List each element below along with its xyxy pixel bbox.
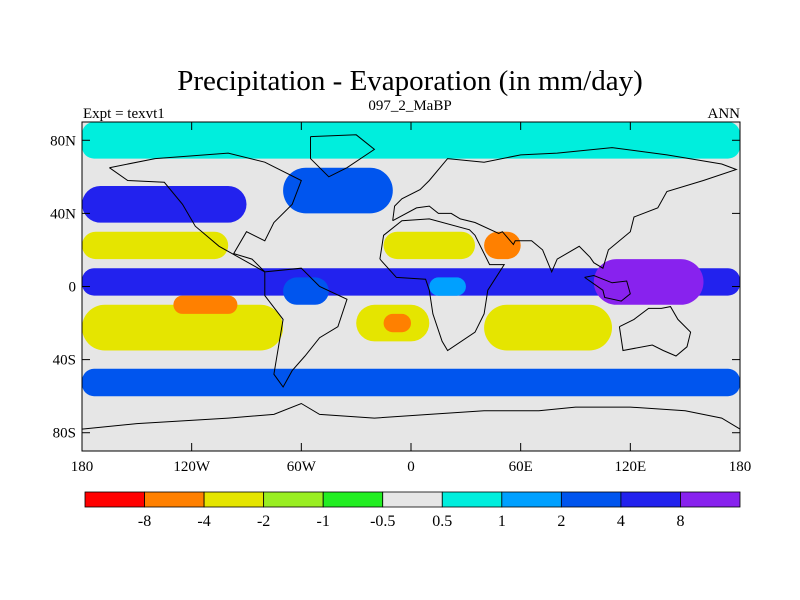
coast-north-america: [109, 152, 302, 273]
y-tick-label: 80N: [50, 133, 76, 149]
coast-australia: [618, 306, 692, 357]
x-tick-label: 0: [407, 459, 415, 475]
coast-south-america: [264, 267, 348, 388]
colorbar-swatch: [263, 491, 324, 508]
x-tick-label: 60W: [287, 459, 317, 475]
chart-subtitle: 097_2_MaBP: [368, 98, 451, 114]
field-region-east-pacific-dry-tongue: [173, 295, 238, 314]
field-region-arctic-ocean: [82, 122, 740, 159]
field-region-south-pacific-subtropics: [82, 304, 284, 351]
x-axis: 180 120W 60W 0 60E 120E 180: [71, 122, 752, 475]
x-tick-label: 120W: [173, 459, 211, 475]
field-region-north-atlantic-storm-track: [283, 167, 393, 214]
colorbar-swatch: [84, 491, 145, 508]
colorbar-label: -1: [317, 513, 330, 530]
experiment-label: Expt = texvt1: [83, 106, 165, 122]
colorbar-label: -2: [257, 513, 270, 530]
y-tick-label: 80S: [53, 426, 76, 442]
chart-title: Precipitation - Evaporation (in mm/day): [177, 65, 643, 97]
colorbar-swatch: [441, 491, 503, 508]
y-tick-label: 40S: [53, 353, 76, 369]
colorbar-swatch: [680, 491, 741, 508]
colorbar-swatch: [322, 491, 384, 508]
field-region-south-indian-subtropics: [484, 304, 612, 351]
x-tick-label: 180: [729, 459, 752, 475]
colorbar-label: 1: [498, 513, 506, 530]
field-region-tropical-rain-belt: [82, 268, 740, 296]
field-region-west-pacific-warm-pool: [593, 259, 704, 305]
colorbar-swatch: [382, 491, 443, 508]
coast-antarctica: [81, 402, 741, 430]
field-region-north-pacific-subtropics: [82, 231, 229, 260]
field-region-amazon: [283, 277, 329, 305]
field-layer: [82, 122, 740, 397]
coast-eurasia: [392, 147, 738, 274]
colorbar-label: -8: [138, 513, 151, 530]
field-region-north-pacific-storm-track: [82, 186, 247, 223]
colorbar-swatch: [501, 491, 562, 508]
y-tick-label: 40N: [50, 206, 76, 222]
coast-africa: [379, 218, 506, 352]
field-region-southern-ocean-storm-track: [82, 368, 740, 397]
field-region-arabia: [484, 231, 521, 260]
y-axis: 80N 40N 0 40S 80S: [50, 133, 740, 442]
season-label: ANN: [708, 106, 741, 122]
coastlines: [81, 134, 741, 430]
colorbar-swatch: [144, 491, 205, 508]
map-plot: 180 120W 60W 0 60E 120E 180 80N 40N 0 40S 80S: [50, 121, 752, 475]
colorbar-label: 0.5: [432, 513, 452, 530]
colorbar-label: -0.5: [370, 513, 395, 530]
colorbar-swatch: [560, 491, 622, 508]
field-region-south-atlantic-dry-core: [383, 313, 411, 333]
x-tick-label: 60E: [509, 459, 533, 475]
colorbar: -8 -4 -2 -1 -0.5 0.5 1 2 4 8: [84, 491, 741, 530]
colorbar-label: 4: [617, 513, 625, 530]
colorbar-swatch: [620, 491, 681, 508]
y-tick-label: 0: [69, 280, 77, 296]
x-tick-label: 120E: [614, 459, 646, 475]
colorbar-label: 2: [557, 513, 565, 530]
colorbar-label: -4: [197, 513, 210, 530]
x-tick-label: 180: [71, 459, 94, 475]
coast-indonesia: [584, 274, 631, 302]
field-region-sahara: [383, 231, 475, 260]
coast-greenland: [310, 134, 376, 178]
colorbar-swatch: [203, 491, 265, 508]
field-region-central-africa: [429, 277, 466, 296]
colorbar-label: 8: [676, 513, 684, 530]
